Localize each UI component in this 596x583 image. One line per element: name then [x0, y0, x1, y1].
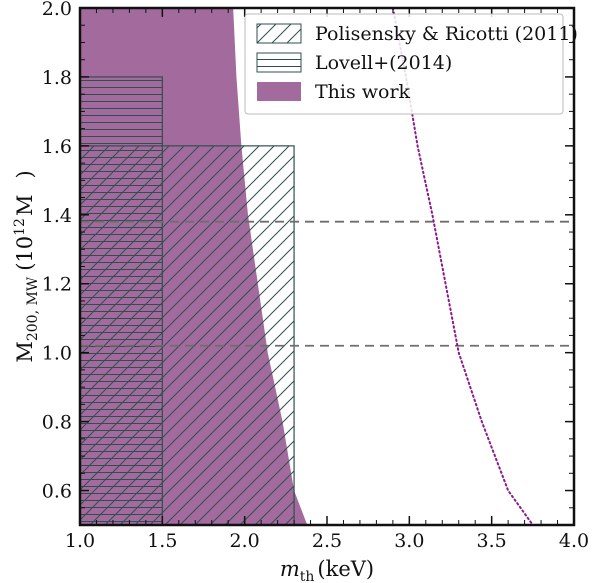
y-tick-label: 0.8: [42, 412, 72, 434]
y-tick-label: 1.2: [42, 274, 72, 296]
y-tick-label: 2.0: [42, 0, 72, 20]
x-axis-label: mth (keV): [280, 557, 374, 583]
y-tick-label: 1.6: [42, 136, 72, 158]
lovell-rect: [80, 76, 163, 525]
x-tick-label: 2.5: [312, 530, 342, 552]
y-tick-label: 0.6: [42, 481, 72, 503]
legend-box: [244, 13, 564, 115]
x-tick-label: 4.0: [559, 530, 589, 552]
y-tick-label: 1.0: [42, 343, 72, 365]
legend-item-this-work-label: This work: [315, 81, 411, 103]
legend-item-lovell-swatch: [256, 52, 302, 73]
x-tick-label: 2.0: [230, 530, 260, 552]
legend-item-this-work-swatch: [257, 82, 301, 101]
x-tick-label: 1.0: [65, 530, 95, 552]
dotted-curve: [391, 8, 534, 525]
legend-item-polisensky-ricotti-label: Polisensky & Ricotti (2011): [315, 23, 578, 45]
legend-item-lovell-label: Lovell+(2014): [315, 52, 452, 74]
x-tick-label: 1.5: [147, 530, 177, 552]
x-tick-label: 3.5: [477, 530, 507, 552]
y-axis-label: M200, MW(1012M): [12, 170, 41, 362]
y-tick-label: 1.4: [42, 205, 72, 227]
x-tick-label: 3.0: [394, 530, 424, 552]
legend-item-polisensky-ricotti-swatch: [256, 23, 302, 44]
y-tick-label: 1.8: [42, 67, 72, 89]
legend: Polisensky & Ricotti (2011) Lovell+(2014)…: [244, 13, 578, 115]
